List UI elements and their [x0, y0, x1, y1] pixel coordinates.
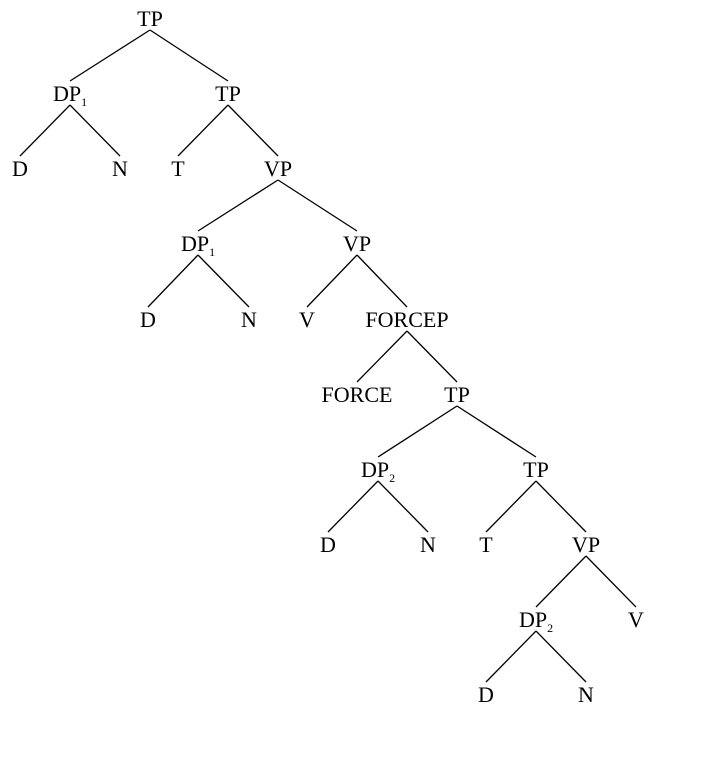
tree-node-forcep: FORCEP — [365, 307, 448, 332]
tree-edge-n1-n3 — [19, 104, 71, 157]
tree-node-label: DP — [53, 81, 81, 106]
tree-node-d: D — [320, 532, 336, 557]
tree-edge-n21-n24 — [535, 630, 587, 683]
tree-edge-n16-n20 — [535, 480, 587, 533]
tree-node-force: FORCE — [322, 382, 393, 407]
tree-node-label: N — [241, 307, 257, 332]
tree-edge-n8-n11 — [306, 254, 358, 308]
tree-node-label: TP — [215, 81, 241, 106]
tree-node-label: T — [479, 532, 493, 557]
tree-node-label: FORCE — [322, 382, 393, 407]
tree-edge-n7-n9 — [147, 254, 199, 308]
tree-node-label: VP — [343, 231, 371, 256]
tree-edge-n0-n2 — [149, 29, 229, 82]
tree-edge-n15-n17 — [327, 480, 379, 533]
tree-node-label: D — [478, 682, 494, 707]
tree-node-n: N — [241, 307, 257, 332]
tree-node-tp: TP — [137, 6, 163, 31]
tree-node-label: FORCEP — [365, 307, 448, 332]
tree-node-subscript: 2 — [389, 471, 395, 485]
tree-edge-n15-n18 — [377, 480, 429, 533]
tree-node-vp: VP — [264, 156, 292, 181]
tree-node-tp: TP — [444, 382, 470, 407]
tree-node-label: DP — [361, 457, 389, 482]
tree-node-t: T — [479, 532, 493, 557]
tree-node-vp: VP — [343, 231, 371, 256]
tree-node-label: TP — [137, 6, 163, 31]
tree-node-n: N — [578, 682, 594, 707]
tree-edge-n2-n5 — [177, 104, 229, 157]
tree-edge-n21-n23 — [485, 630, 537, 683]
tree-node-v: V — [628, 607, 644, 632]
tree-edge-n7-n10 — [197, 254, 250, 308]
tree-node-label: D — [140, 307, 156, 332]
tree-node-label: N — [578, 682, 594, 707]
tree-node-label: TP — [444, 382, 470, 407]
tree-node-dp: DP1 — [181, 231, 215, 259]
tree-edge-n16-n19 — [485, 480, 537, 533]
tree-edge-n6-n7 — [197, 179, 279, 232]
tree-node-tp: TP — [523, 457, 549, 482]
tree-edge-n0-n1 — [69, 29, 151, 82]
tree-edges — [19, 29, 637, 683]
tree-node-subscript: 2 — [547, 621, 553, 635]
tree-node-vp: VP — [572, 532, 600, 557]
tree-node-n: N — [112, 156, 128, 181]
tree-node-dp: DP2 — [519, 607, 553, 635]
tree-node-n: N — [420, 532, 436, 557]
tree-node-label: DP — [181, 231, 209, 256]
tree-node-dp: DP2 — [361, 457, 395, 485]
tree-node-label: N — [112, 156, 128, 181]
tree-node-d: D — [140, 307, 156, 332]
tree-node-subscript: 1 — [81, 95, 87, 109]
tree-node-d: D — [12, 156, 28, 181]
tree-edge-n20-n21 — [535, 555, 587, 608]
tree-edge-n8-n12 — [356, 254, 408, 308]
tree-node-label: TP — [523, 457, 549, 482]
tree-node-label: T — [171, 156, 185, 181]
tree-node-dp: DP1 — [53, 81, 87, 109]
tree-node-t: T — [171, 156, 185, 181]
tree-node-label: V — [299, 307, 315, 332]
tree-node-d: D — [478, 682, 494, 707]
tree-node-label: D — [320, 532, 336, 557]
tree-node-label: VP — [264, 156, 292, 181]
tree-node-tp: TP — [215, 81, 241, 106]
tree-edge-n12-n14 — [406, 330, 458, 383]
tree-node-label: D — [12, 156, 28, 181]
tree-node-v: V — [299, 307, 315, 332]
tree-node-label: DP — [519, 607, 547, 632]
tree-node-label: VP — [572, 532, 600, 557]
tree-edge-n1-n4 — [69, 104, 121, 157]
tree-node-label: N — [420, 532, 436, 557]
tree-edge-n14-n15 — [377, 405, 458, 458]
tree-edge-n2-n6 — [227, 104, 279, 157]
tree-edge-n12-n13 — [356, 330, 408, 383]
tree-edge-n6-n8 — [277, 179, 358, 232]
tree-node-subscript: 1 — [209, 245, 215, 259]
tree-node-label: V — [628, 607, 644, 632]
tree-edge-n14-n16 — [456, 405, 537, 458]
tree-edge-n20-n22 — [585, 555, 637, 608]
